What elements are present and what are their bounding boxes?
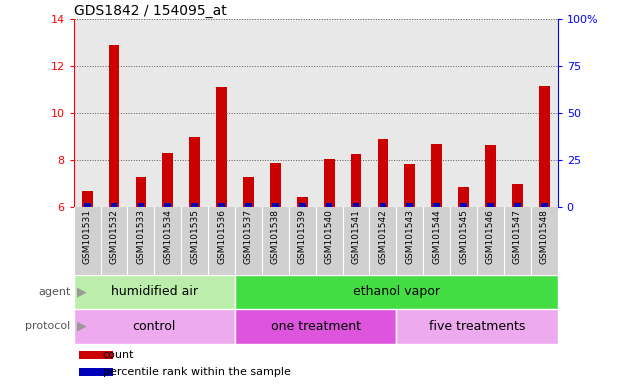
Bar xyxy=(514,203,520,207)
Bar xyxy=(396,309,558,344)
Bar xyxy=(406,203,413,207)
Bar xyxy=(539,86,549,348)
Bar xyxy=(189,137,200,348)
Text: GDS1842 / 154095_at: GDS1842 / 154095_at xyxy=(74,4,226,18)
Bar xyxy=(404,164,415,348)
Bar xyxy=(74,309,235,344)
Text: GSM101536: GSM101536 xyxy=(217,209,226,264)
Bar xyxy=(82,191,92,348)
Bar xyxy=(165,203,171,207)
Bar xyxy=(270,163,281,348)
Text: ethanol vapor: ethanol vapor xyxy=(353,285,440,298)
Text: protocol: protocol xyxy=(25,321,71,331)
Text: percentile rank within the sample: percentile rank within the sample xyxy=(103,367,290,377)
Text: GSM101540: GSM101540 xyxy=(324,209,333,264)
Bar xyxy=(324,159,335,348)
Bar xyxy=(135,177,146,348)
Bar xyxy=(326,203,333,207)
Bar xyxy=(460,203,467,207)
Text: control: control xyxy=(133,320,176,333)
Text: GSM101533: GSM101533 xyxy=(137,209,146,264)
Text: GSM101542: GSM101542 xyxy=(378,209,387,264)
Bar xyxy=(216,88,227,348)
Text: ▶: ▶ xyxy=(77,285,87,298)
Bar xyxy=(243,177,254,348)
Text: ▶: ▶ xyxy=(77,320,87,333)
Bar xyxy=(192,203,198,207)
Bar xyxy=(79,351,113,359)
Bar xyxy=(431,144,442,348)
Text: GSM101543: GSM101543 xyxy=(405,209,414,264)
Bar xyxy=(138,203,144,207)
Text: GSM101537: GSM101537 xyxy=(244,209,253,264)
Text: GSM101538: GSM101538 xyxy=(271,209,280,264)
Bar xyxy=(351,154,362,348)
Bar xyxy=(84,203,90,207)
Text: GSM101545: GSM101545 xyxy=(459,209,468,264)
Bar xyxy=(245,203,252,207)
Text: GSM101534: GSM101534 xyxy=(163,209,172,264)
Bar xyxy=(74,275,235,309)
Text: GSM101546: GSM101546 xyxy=(486,209,495,264)
Text: GSM101532: GSM101532 xyxy=(110,209,119,264)
Bar xyxy=(218,203,225,207)
Text: GSM101547: GSM101547 xyxy=(513,209,522,264)
Bar xyxy=(272,203,279,207)
Bar xyxy=(162,153,173,348)
Bar xyxy=(235,275,558,309)
Bar xyxy=(353,203,360,207)
Bar xyxy=(541,203,547,207)
Text: GSM101544: GSM101544 xyxy=(432,209,441,264)
Text: count: count xyxy=(103,350,134,360)
Bar xyxy=(79,368,113,376)
Bar xyxy=(512,184,522,348)
Text: GSM101531: GSM101531 xyxy=(83,209,92,264)
Bar xyxy=(109,45,119,348)
Text: one treatment: one treatment xyxy=(271,320,361,333)
Bar xyxy=(485,145,496,348)
Bar xyxy=(111,203,117,207)
Bar xyxy=(299,203,306,207)
Bar xyxy=(297,197,308,348)
Bar xyxy=(433,203,440,207)
Text: five treatments: five treatments xyxy=(429,320,525,333)
Bar xyxy=(458,187,469,348)
Text: GSM101548: GSM101548 xyxy=(540,209,549,264)
Bar xyxy=(487,203,494,207)
Bar xyxy=(235,309,396,344)
Text: GSM101535: GSM101535 xyxy=(190,209,199,264)
Bar xyxy=(379,203,387,207)
Text: humidified air: humidified air xyxy=(111,285,198,298)
Bar xyxy=(378,139,388,348)
Text: GSM101539: GSM101539 xyxy=(298,209,307,264)
Text: GSM101541: GSM101541 xyxy=(351,209,360,264)
Text: agent: agent xyxy=(38,287,71,297)
